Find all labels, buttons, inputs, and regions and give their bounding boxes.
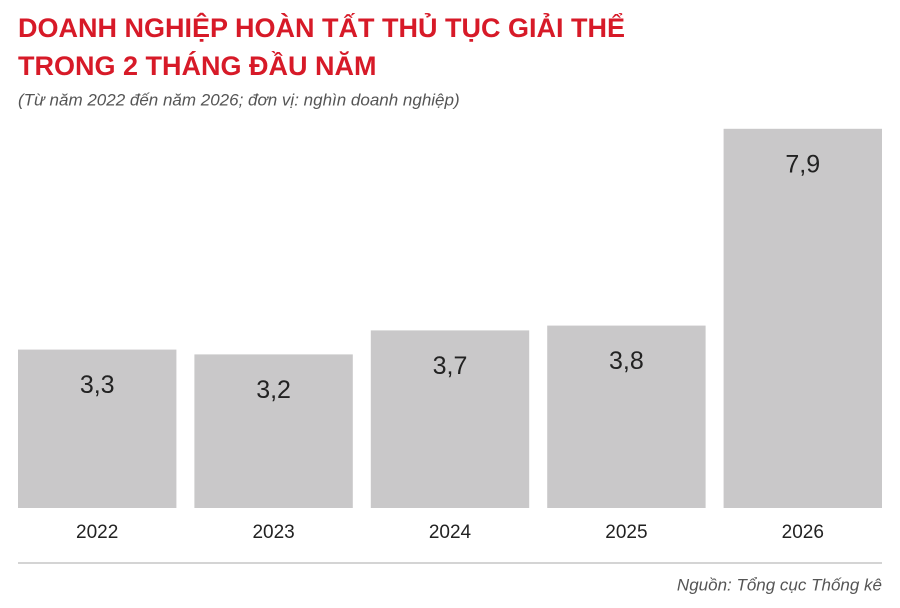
bar (723, 128, 882, 509)
value-label: 7,9 (785, 150, 820, 178)
x-tick-label: 2026 (782, 522, 824, 543)
chart-title: TRONG 2 THÁNG ĐẦU NĂM (18, 50, 377, 81)
bar (370, 330, 530, 508)
value-label: 3,8 (609, 347, 644, 375)
x-tick-label: 2025 (605, 522, 647, 543)
value-label: 3,3 (80, 371, 115, 399)
value-label: 3,2 (256, 376, 291, 404)
bar (194, 354, 353, 508)
value-label: 3,7 (433, 352, 468, 380)
chart-title: DOANH NGHIỆP HOÀN TẤT THỦ TỤC GIẢI THỂ (18, 11, 625, 43)
source: Nguồn: Tổng cục Thống kê (677, 575, 882, 594)
bar (547, 325, 706, 508)
x-tick-label: 2024 (429, 522, 472, 543)
x-tick-label: 2022 (76, 522, 118, 543)
x-tick-label: 2023 (252, 522, 294, 543)
chart-subtitle: (Từ năm 2022 đến năm 2026; đơn vị: nghìn… (18, 90, 460, 109)
bar (18, 349, 177, 508)
